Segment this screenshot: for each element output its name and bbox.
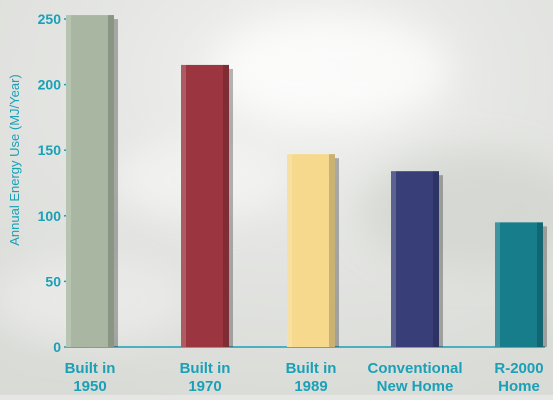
- bar-edge: [537, 222, 543, 347]
- x-tick-label: R-2000: [494, 360, 543, 377]
- y-tick-label: 100: [38, 208, 62, 224]
- bar-highlight: [287, 154, 292, 347]
- bar: [495, 222, 547, 347]
- x-tick-label: Built in: [286, 360, 337, 377]
- bar-edge: [433, 171, 439, 347]
- bar-body: [495, 222, 543, 347]
- bar: [181, 64, 233, 348]
- bars: [66, 15, 547, 348]
- x-tick-label: New Home: [377, 378, 454, 395]
- y-tick-label: 50: [45, 273, 61, 289]
- bar-edge: [108, 15, 114, 348]
- bar-edge: [223, 64, 229, 348]
- y-tick-label: 0: [53, 339, 61, 355]
- x-tick-label: 1950: [73, 378, 106, 395]
- bar-body: [287, 154, 335, 347]
- y-tick-label: 150: [38, 142, 62, 158]
- bar-highlight: [495, 222, 500, 347]
- bar: [287, 154, 339, 347]
- y-axis-label: Annual Energy Use (MJ/Year): [7, 74, 22, 246]
- bar-highlight: [181, 64, 186, 348]
- bar: [391, 171, 443, 347]
- x-tick-label: Built in: [65, 360, 116, 377]
- x-tick-label: Built in: [180, 360, 231, 377]
- bar-highlight: [66, 15, 71, 348]
- bar-body: [66, 15, 114, 348]
- bar-body: [391, 171, 439, 347]
- x-tick-label: Home: [498, 378, 540, 395]
- y-tick-label: 200: [38, 77, 62, 93]
- bar: [66, 15, 118, 348]
- y-tick-label: 250: [38, 11, 62, 27]
- bar-edge: [329, 154, 335, 347]
- bar-highlight: [391, 171, 396, 347]
- bar-body: [181, 64, 229, 348]
- x-tick-label: 1970: [188, 378, 221, 395]
- x-tick-label: Conventional: [367, 360, 462, 377]
- x-tick-label: 1989: [294, 378, 327, 395]
